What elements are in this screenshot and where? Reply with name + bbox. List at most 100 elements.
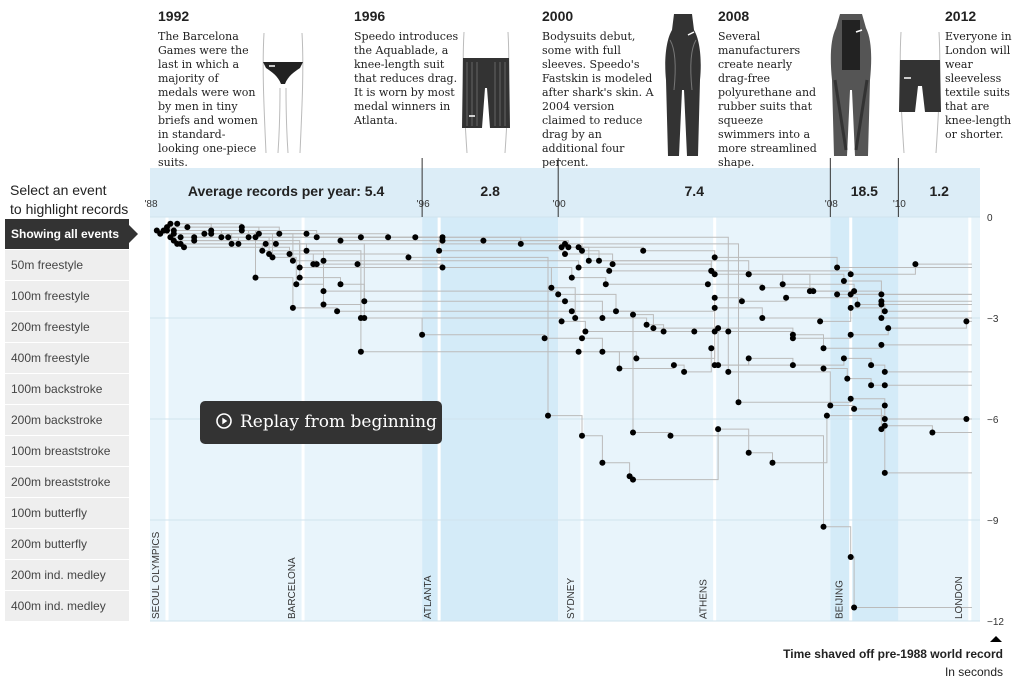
record-point (847, 554, 854, 560)
event-item-200m-ind-medley[interactable]: 200m ind. medley (5, 560, 129, 590)
record-point (252, 274, 259, 281)
event-item-100m-backstroke[interactable]: 100m backstroke (5, 374, 129, 404)
era-year: 1996 (354, 8, 386, 24)
record-point (585, 257, 592, 264)
record-point (599, 348, 606, 355)
record-point (827, 402, 834, 409)
record-point (681, 368, 688, 375)
record-point (820, 345, 827, 352)
record-point (745, 449, 752, 456)
era-1996: 1996 Speedo introduces the Aquablade, a … (354, 8, 460, 128)
record-point (708, 345, 715, 352)
record-point (568, 274, 575, 281)
record-point (361, 315, 368, 321)
record-point (725, 328, 732, 335)
record-point (708, 267, 715, 274)
event-item-100m-butterfly[interactable]: 100m butterfly (5, 498, 129, 528)
record-point (613, 308, 619, 315)
record-point (436, 247, 443, 254)
record-point (725, 368, 732, 375)
record-point (630, 311, 636, 318)
record-point (759, 315, 766, 321)
era-2008: 2008 Several manufacturers create nearly… (718, 8, 818, 170)
record-point (963, 416, 970, 422)
record-point (313, 261, 320, 268)
era-text: Everyone in London will wear sleeveless … (945, 30, 1012, 141)
polyurethane-suit-icon (830, 14, 872, 156)
record-point (670, 362, 677, 369)
record-series-line (177, 243, 972, 386)
record-point (745, 355, 752, 362)
event-item-200m-backstroke[interactable]: 200m backstroke (5, 405, 129, 435)
record-point (878, 315, 885, 321)
event-item-50m-freestyle[interactable]: 50m freestyle (5, 250, 129, 280)
record-point (606, 267, 613, 274)
record-point (548, 284, 555, 291)
era-year: 2008 (718, 8, 750, 24)
record-point (174, 220, 181, 227)
replay-button[interactable]: Replay from beginning (200, 401, 442, 444)
record-point (735, 399, 742, 406)
x-tick-label: '10 (893, 199, 906, 210)
event-item-100m-breaststroke[interactable]: 100m breaststroke (5, 436, 129, 466)
record-point (599, 315, 606, 321)
record-point (228, 240, 235, 247)
record-point (630, 429, 636, 436)
record-point (711, 362, 718, 369)
record-point (320, 301, 327, 308)
record-point (289, 257, 296, 264)
record-point (575, 264, 582, 271)
y-axis-title: Time shaved off pre-1988 world record (783, 647, 1003, 661)
record-point (599, 459, 606, 466)
record-point (184, 224, 191, 231)
games-label: SYDNEY (566, 578, 577, 619)
record-point (881, 416, 888, 422)
record-point (817, 318, 824, 325)
record-point (630, 476, 636, 483)
record-point (565, 244, 572, 251)
record-point (715, 426, 722, 433)
record-series-line (184, 246, 972, 481)
event-item-200m-breaststroke[interactable]: 200m breaststroke (5, 467, 129, 497)
record-point (847, 291, 854, 298)
event-item-all[interactable]: Showing all events (5, 219, 138, 249)
era-text: Speedo introduces the Aquablade, a knee-… (354, 30, 459, 127)
event-item-400m-freestyle[interactable]: 400m freestyle (5, 343, 129, 373)
record-point (834, 264, 841, 271)
event-item-400m-ind-medley[interactable]: 400m ind. medley (5, 591, 129, 621)
event-item-100m-freestyle[interactable]: 100m freestyle (5, 281, 129, 311)
knee-suit-icon (462, 31, 510, 154)
record-point (293, 281, 300, 288)
era-2000: 2000 Bodysuits debut, some with full sle… (542, 8, 654, 170)
play-circle-icon (216, 413, 232, 429)
record-point (334, 308, 341, 315)
record-point (245, 234, 252, 241)
event-item-200m-butterfly[interactable]: 200m butterfly (5, 529, 129, 559)
event-item-200m-freestyle[interactable]: 200m freestyle (5, 312, 129, 342)
record-point (262, 240, 269, 247)
select-event-label: Select an event to highlight records (10, 181, 128, 219)
record-point (296, 274, 303, 281)
record-point (789, 362, 796, 369)
record-point (419, 331, 426, 338)
record-point (643, 321, 650, 328)
record-point (660, 328, 667, 335)
record-point (711, 328, 718, 335)
record-point (361, 298, 368, 305)
triangle-up-icon (990, 636, 1002, 642)
record-point (878, 291, 885, 298)
record-point (602, 281, 609, 288)
record-point (596, 257, 602, 264)
record-point (541, 335, 548, 342)
period-average-label: 2.8 (480, 183, 500, 199)
period-average-label: 18.5 (851, 183, 878, 199)
era-year: 1992 (158, 8, 190, 24)
record-point (667, 432, 674, 439)
record-point (704, 281, 711, 288)
record-point (286, 251, 293, 257)
record-point (745, 271, 752, 278)
record-point (562, 251, 568, 257)
record-point (840, 355, 847, 362)
record-point (823, 412, 830, 419)
record-point (912, 261, 919, 268)
